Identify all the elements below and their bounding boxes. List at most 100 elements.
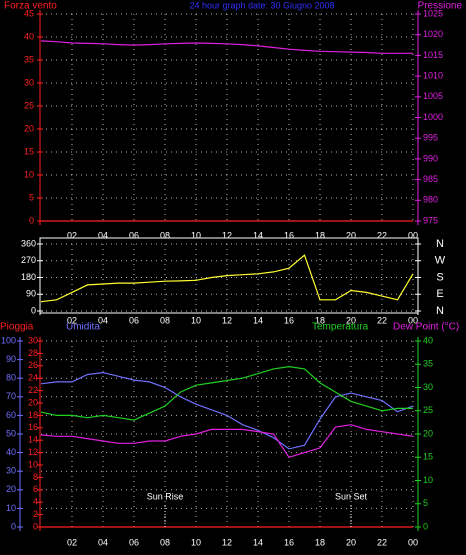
x-tick-label: 02: [67, 315, 77, 325]
x-tick-label: 14: [253, 537, 263, 547]
y-tick-label: 20: [28, 397, 38, 407]
x-tick-label: 04: [98, 230, 108, 240]
series-line: [40, 254, 414, 303]
y-tick-label: 10: [6, 503, 16, 513]
y-tick-label: 24: [28, 373, 38, 383]
annotation-label: Sun Rise: [147, 491, 184, 501]
y-tick-label: 35: [423, 359, 433, 369]
x-tick-label: 08: [160, 315, 170, 325]
x-tick-label: 22: [377, 537, 387, 547]
y-tick-label: 30: [6, 466, 16, 476]
y-tick-label: 35: [24, 54, 34, 64]
y-tick-label: 12: [28, 447, 38, 457]
series-line: [40, 365, 413, 421]
y-tick-label: 15: [423, 452, 433, 462]
x-tick-label: 10: [191, 537, 201, 547]
y-tick-label: 26: [28, 360, 38, 370]
y-tick-label: 28: [28, 348, 38, 358]
y-tick-label: 6: [33, 484, 38, 494]
x-tick-label: 12: [222, 537, 232, 547]
y-tick-label: 45: [24, 8, 34, 18]
y-tick-label: 16: [28, 422, 38, 432]
x-tick-label: 18: [315, 230, 325, 240]
y-tick-label: 18: [28, 410, 38, 420]
annotation-label: Sun Set: [335, 491, 368, 501]
y-tick-label: N: [436, 305, 444, 317]
x-tick-label: 22: [377, 315, 387, 325]
y-tick-label: 985: [423, 174, 438, 184]
x-tick-label: 08: [160, 537, 170, 547]
y-tick-label: 0: [29, 215, 34, 225]
y-tick-label: 25: [24, 100, 34, 110]
y-tick-label: 10: [423, 475, 433, 485]
x-tick-label: 12: [222, 230, 232, 240]
x-tick-label: 20: [346, 315, 356, 325]
x-tick-label: 10: [191, 315, 201, 325]
y-tick-label: 20: [423, 428, 433, 438]
y-tick-label: 90: [26, 289, 36, 299]
x-tick-label: 04: [98, 315, 108, 325]
y-tick-label: 5: [29, 192, 34, 202]
y-tick-label: 0: [11, 521, 16, 531]
y-tick-label: 80: [6, 373, 16, 383]
y-tick-label: N: [436, 238, 444, 250]
y-tick-label: 0: [31, 305, 36, 315]
legend-label: Temperatura: [312, 322, 369, 333]
x-tick-label: 12: [222, 315, 232, 325]
y-tick-label: 1005: [423, 91, 443, 101]
y-tick-label: 1010: [423, 70, 443, 80]
legend-label: Umidita: [66, 322, 100, 333]
y-tick-label: 10: [28, 459, 38, 469]
x-tick-label: 16: [284, 315, 294, 325]
x-tick-label: 16: [284, 537, 294, 547]
x-tick-label: 20: [346, 230, 356, 240]
series-line: [40, 424, 414, 459]
y-tick-label: 990: [423, 153, 438, 163]
legend-label: Dew Point (°C): [393, 322, 459, 333]
y-tick-label: 4: [33, 497, 38, 507]
x-tick-label: 02: [67, 230, 77, 240]
y-tick-label: 10: [24, 169, 34, 179]
y-tick-label: 1020: [423, 29, 443, 39]
y-tick-label: 25: [423, 405, 433, 415]
y-tick-label: 180: [21, 272, 36, 282]
y-tick-label: W: [435, 255, 446, 267]
x-tick-label: 00: [408, 537, 418, 547]
y-tick-label: 1015: [423, 50, 443, 60]
x-tick-label: 06: [129, 315, 139, 325]
x-tick-label: 20: [346, 537, 356, 547]
y-tick-label: 8: [33, 472, 38, 482]
y-tick-label: 30: [28, 335, 38, 345]
x-tick-label: 14: [253, 315, 263, 325]
legend-label: Pioggia: [0, 322, 34, 333]
y-tick-label: 70: [6, 391, 16, 401]
y-tick-label: 22: [28, 385, 38, 395]
y-tick-label: 50: [6, 428, 16, 438]
y-tick-label: 2: [33, 509, 38, 519]
y-tick-label: 1000: [423, 112, 443, 122]
legend-label: Forza vento: [4, 1, 57, 12]
y-tick-label: 0: [423, 521, 428, 531]
x-tick-label: 00: [408, 230, 418, 240]
y-tick-label: 20: [6, 484, 16, 494]
y-tick-label: 5: [423, 498, 428, 508]
y-tick-label: 90: [6, 354, 16, 364]
y-tick-label: 40: [24, 31, 34, 41]
x-tick-label: 18: [315, 537, 325, 547]
series-line: [40, 371, 414, 450]
legend-label: Pressione: [418, 1, 463, 12]
y-tick-label: 100: [1, 335, 16, 345]
series-line: [40, 40, 413, 54]
y-tick-label: 270: [21, 255, 36, 265]
y-tick-label: 975: [423, 215, 438, 225]
y-tick-label: 20: [24, 123, 34, 133]
x-tick-label: 22: [377, 230, 387, 240]
y-tick-label: S: [436, 271, 443, 283]
y-tick-label: 14: [28, 435, 38, 445]
x-tick-label: 06: [129, 537, 139, 547]
x-tick-label: 06: [129, 230, 139, 240]
y-tick-label: 0: [33, 521, 38, 531]
